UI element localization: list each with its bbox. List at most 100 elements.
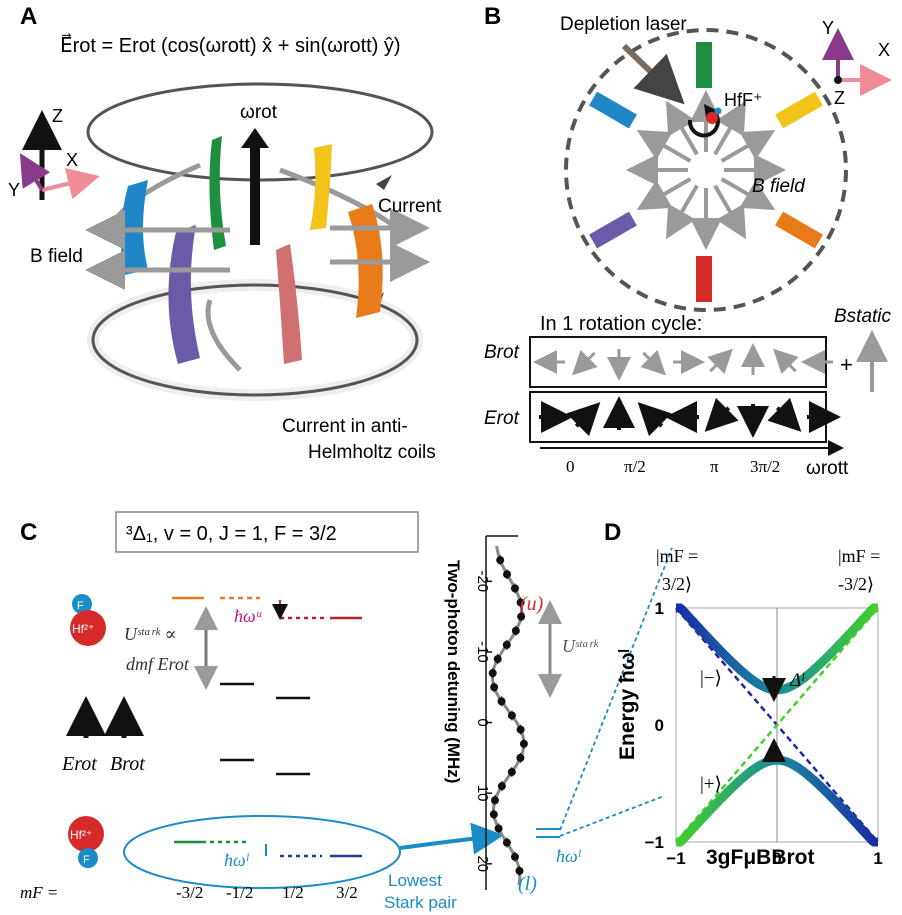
left-state-line1: |mF =: [656, 546, 698, 566]
mf-value-m3: -3/2: [176, 883, 203, 902]
hf-ion-upper-label: Hf²⁺: [72, 622, 94, 636]
hw-u-label: ħωᵘ: [234, 606, 262, 626]
spectrum-point: [507, 711, 516, 720]
radial-b-field-arrows: [626, 90, 786, 250]
spectrum-point: [516, 725, 525, 734]
z-axis-label: Z: [52, 106, 63, 126]
spectrum-point: [497, 697, 506, 706]
spec-stark-label: Uˢᵗᵃʳᵏ: [562, 636, 599, 656]
minus-state-label: |−⟩: [700, 668, 722, 689]
hf-ion-upper-icon: [70, 610, 106, 646]
time-axis-label: ωrott: [806, 458, 849, 479]
ion-label: HfF⁺: [724, 90, 763, 110]
panel-b: B Depletion laser HfF⁺ B field Y X Z In …: [484, 3, 892, 479]
upper-peak-label: (u): [520, 593, 544, 615]
lowest-stark-pair-ellipse: [123, 815, 401, 889]
omega-rot-arrowhead: [241, 128, 269, 148]
coil-label-line2: Helmholtz coils: [308, 442, 436, 463]
f-atom-upper-label: F: [77, 600, 84, 612]
mf-value-p3: 3/2: [336, 883, 358, 902]
spectrum-point: [488, 669, 497, 678]
x-axis-arrow: [41, 168, 100, 200]
mf-value-p1: 1/2: [282, 883, 304, 902]
coil-label-line1: Current in anti-: [282, 416, 408, 437]
z-axis-dot: [834, 76, 842, 84]
spectrum-point: [516, 753, 525, 762]
spectrum-point: [519, 739, 528, 748]
radial-arrow: [666, 184, 699, 240]
panel-a-label: A: [20, 3, 37, 30]
radial-arrow: [720, 177, 776, 210]
spectrum-point: [489, 810, 498, 819]
spectrum-point: [515, 866, 524, 875]
spectrum-point: [497, 782, 506, 791]
spectrum-tick-label: 0: [474, 718, 491, 726]
field-line: [205, 299, 242, 372]
lowest-pair-label-line2: Stark pair: [384, 893, 457, 912]
plus-sign: +: [840, 352, 853, 377]
b-rot-label: Brot: [110, 753, 145, 775]
spectrum-point: [502, 838, 511, 847]
f-atom-lower-label: F: [83, 854, 90, 866]
b-rot-label: Brot: [484, 342, 520, 363]
panel-b-label: B: [484, 3, 501, 30]
mf-value-m1: -1/2: [226, 883, 253, 902]
purple-electrode: [168, 225, 200, 364]
tick-pi-half: π/2: [624, 457, 646, 476]
b-static-label: Bstatic: [834, 306, 892, 327]
spectrum-point: [502, 570, 511, 579]
b-rot-arrows: [533, 343, 833, 381]
e-rot-arrow: [637, 402, 672, 437]
stark-label-line1: Uˢᵗᵃʳᵏ ∝: [124, 624, 177, 644]
e-rot-arrow: [704, 397, 739, 432]
spectrum-point: [516, 598, 525, 607]
state-label: ³Δ₁, v = 0, J = 1, F = 3/2: [126, 523, 337, 545]
yellow-electrode: [310, 144, 332, 230]
spectrum-point: [493, 655, 502, 663]
purple-electrode: [589, 211, 637, 249]
blue-electrode: [589, 91, 637, 129]
diabatic-line-green: [675, 607, 879, 843]
stark-pair-pointer-arrow: [399, 822, 504, 855]
spectrum-tick-label: -20: [474, 570, 491, 592]
spectrum-points: [488, 555, 528, 876]
red-electrode: [276, 244, 302, 364]
panel-d: D |mF = 3/2⟩ |mF = -3/2⟩ −1 0 1 1 0 −1 |−⟩ |+…: [604, 519, 883, 869]
b-rot-arrow: [640, 349, 666, 376]
e-rot-arrow: [767, 397, 802, 432]
lower-peak-label: (l): [518, 873, 537, 895]
f-atom-lower-icon: [78, 848, 98, 868]
b-rot-arrow: [572, 349, 598, 376]
radial-arrow: [720, 130, 776, 163]
spec-hw-l-label: ħωˡ: [556, 846, 582, 866]
hf-ion-icon: [706, 112, 718, 124]
spectrum-point: [511, 626, 520, 635]
hw-l-label: ħωˡ: [224, 850, 250, 870]
b-rot-arrow: [773, 348, 799, 375]
e-rot-arrow: [566, 402, 601, 437]
tick-pi: π: [710, 457, 719, 476]
right-state-line1: |mF =: [838, 546, 880, 566]
spectrum-tick-label: 10: [474, 785, 491, 802]
depletion-laser-label: Depletion laser: [560, 14, 687, 35]
spectrum-point: [510, 584, 519, 593]
cycle-title: In 1 rotation cycle:: [540, 313, 702, 335]
spectrum-point: [490, 683, 499, 692]
tick-0: 0: [566, 457, 575, 476]
y-tick-label: −1: [645, 833, 664, 852]
f-atom-icon: [714, 107, 722, 115]
radial-arrow: [636, 130, 692, 163]
stark-label-line2: dmf Erot: [126, 654, 190, 674]
spectrum-point: [494, 824, 503, 833]
spectrum-ticks: -20 -10 0 10 20: [474, 570, 492, 872]
spectrum-point: [507, 768, 516, 776]
omega-rot-label: ωrot: [240, 102, 278, 123]
radial-arrow: [636, 177, 692, 210]
left-state-line2: 3/2⟩: [662, 574, 692, 594]
rotating-field-equation: E⃗rot = Erot (cos(ωrott) x̂ + sin(ωrott)…: [60, 32, 401, 57]
yellow-electrode: [775, 91, 823, 129]
radial-arrow: [713, 100, 746, 156]
e-rot-arrows: [539, 396, 841, 438]
current-label: Current: [378, 196, 442, 217]
panel-d-label: D: [604, 519, 621, 546]
